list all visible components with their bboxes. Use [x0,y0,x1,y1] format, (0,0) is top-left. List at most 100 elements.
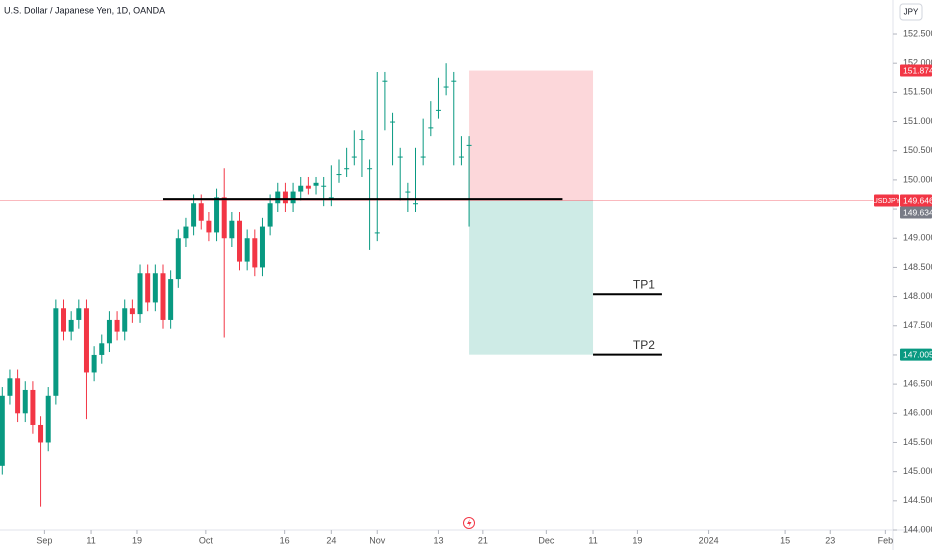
target-zone [469,200,594,355]
x-tick-label: 16 [280,535,290,545]
price-badge-label: 151.874 [903,65,932,75]
x-tick-label: 19 [632,535,642,545]
candle-body [290,191,296,204]
candle-body [328,197,334,199]
candle-body [313,182,319,186]
x-tick-label: Feb [878,535,894,545]
candle-body [397,156,403,158]
x-tick-label: 11 [86,535,95,545]
candle-body [298,185,304,192]
x-tick-label: 2024 [699,535,719,545]
candle-body [191,203,197,227]
price-badge [900,348,932,361]
candle-body [267,203,273,227]
candle-body [420,156,426,158]
candle-body [458,156,464,158]
y-tick-label: 151.000 [903,116,932,126]
symbol-badge-label: USDJPY [873,198,901,205]
x-tick-label: 13 [433,535,443,545]
y-tick-label: 152.000 [903,58,932,68]
x-tick-label: Nov [369,535,386,545]
y-tick-label: 150.500 [903,145,932,155]
y-tick-label: 144.500 [903,495,932,505]
candle-body [53,308,59,396]
chart-title: U.S. Dollar / Japanese Yen, 1D, OANDA [4,5,165,15]
price-badge-label: 149.646 [903,195,932,205]
candle-body [145,273,151,303]
candle-body [83,308,89,373]
candle-body [443,86,449,88]
candle-body [30,389,36,425]
x-tick-label: 11 [588,535,597,545]
candle-body [198,203,204,221]
tp-label: TP1 [633,277,655,291]
candle-body [137,273,143,315]
candle-body [382,80,388,82]
x-tick-label: Oct [199,535,214,545]
candle-body [229,220,235,239]
candle-body [122,308,128,332]
candle-body [321,185,327,187]
candle-body [68,319,74,332]
alert-bolt[interactable] [467,519,472,527]
candle-body [466,144,472,146]
y-tick-label: 148.500 [903,262,932,272]
candle-body [214,197,220,233]
candle-body [367,168,373,170]
candle-body [405,191,411,193]
stop-zone [469,70,594,201]
candle-body [244,238,250,262]
y-tick-label: 145.500 [903,437,932,447]
y-tick-label: 146.500 [903,378,932,388]
price-badge-label: 147.005 [903,349,932,359]
x-tick-label: Dec [538,535,555,545]
candle-body [129,308,135,315]
symbol-badge [874,194,899,207]
candle-body [99,343,105,355]
candle-body [336,174,342,176]
candle-body [106,319,112,344]
x-tick-label: Sep [36,535,52,545]
y-tick-label: 148.000 [903,291,932,301]
candle-body [45,395,51,443]
candle-body [359,139,365,141]
y-tick-label: 150.000 [903,174,932,184]
candle-body [22,389,28,414]
candle-body [282,191,288,204]
candle-body [237,220,243,262]
candle-body [428,127,434,129]
x-tick-label: 15 [780,535,790,545]
candle-body [413,203,419,205]
candle-body [259,226,265,268]
y-tick-label: 151.500 [903,87,932,97]
y-tick-label: 147.500 [903,320,932,330]
candle-body [0,395,5,466]
price-badge [900,64,932,77]
candle-body [38,424,44,443]
candle-body [76,308,82,320]
y-tick-label: 145.000 [903,466,932,476]
candle-body [152,273,158,303]
candle-body [160,273,166,320]
candle-body [206,220,212,233]
x-tick-label: 19 [132,535,142,545]
candle-body [390,121,396,123]
alert-icon[interactable] [463,517,475,529]
candle-body [15,378,21,414]
currency-button[interactable] [899,3,923,21]
y-tick-label: 144.000 [903,524,932,534]
x-tick-label: 21 [478,535,488,545]
candle-body [114,319,120,332]
y-tick-label: 149.000 [903,233,932,243]
candle-body [275,191,281,204]
candle-body [252,238,258,268]
candle-body [451,80,457,82]
price-badge [900,194,932,207]
candle-body [175,238,181,280]
currency-label[interactable]: JPY [904,8,919,17]
x-tick-label: 24 [326,535,336,545]
candle-body [351,156,357,158]
candle-body [183,226,189,239]
